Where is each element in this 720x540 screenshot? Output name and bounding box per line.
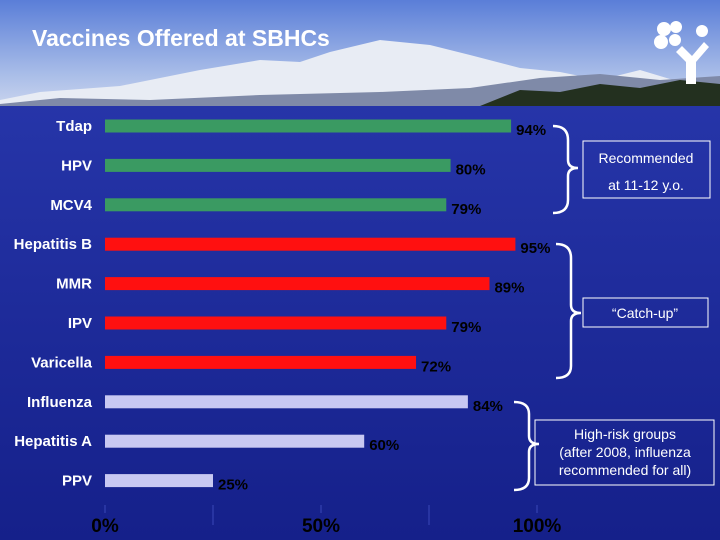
- group-label: High-risk groups: [574, 426, 676, 442]
- trees: [480, 80, 720, 106]
- x-tick-label: 100%: [513, 516, 562, 537]
- bar: [105, 237, 516, 251]
- bar: [105, 434, 365, 448]
- logo: [654, 21, 709, 84]
- value-label: 79%: [451, 319, 481, 336]
- category-label: HPV: [61, 157, 92, 174]
- value-label: 95%: [520, 240, 550, 257]
- value-label: 79%: [451, 201, 481, 218]
- x-tick-label: 50%: [302, 516, 340, 537]
- value-label: 80%: [456, 161, 486, 178]
- group-label: at 11-12 y.o.: [608, 177, 684, 193]
- category-label: Tdap: [56, 118, 92, 135]
- group-label: recommended for all): [559, 462, 691, 478]
- group-label: “Catch-up”: [612, 305, 678, 321]
- group-label: (after 2008, influenza: [559, 444, 691, 460]
- bar: [105, 277, 490, 291]
- category-label: Varicella: [31, 354, 93, 371]
- category-label: Influenza: [27, 394, 93, 411]
- group-label: Recommended: [599, 150, 694, 166]
- category-label: Hepatitis B: [14, 236, 93, 253]
- value-label: 72%: [421, 358, 451, 375]
- bar: [105, 474, 213, 488]
- bar: [105, 158, 451, 172]
- bar: [105, 198, 447, 212]
- value-label: 60%: [369, 437, 399, 454]
- bar: [105, 395, 468, 409]
- group-boxes: [534, 140, 715, 486]
- value-label: 89%: [494, 280, 524, 297]
- category-label: IPV: [68, 315, 92, 332]
- bar: [105, 316, 447, 330]
- chart-title: Vaccines Offered at SBHCs: [32, 25, 330, 51]
- category-label: MMR: [56, 276, 92, 293]
- value-label: 94%: [516, 122, 546, 139]
- bar: [105, 355, 417, 369]
- value-label: 84%: [473, 398, 503, 415]
- category-label: PPV: [62, 473, 92, 490]
- brackets: [513, 124, 582, 492]
- x-tick-label: 0%: [91, 516, 119, 537]
- category-label: MCV4: [50, 197, 92, 214]
- value-label: 25%: [218, 477, 248, 494]
- category-label: Hepatitis A: [14, 433, 92, 450]
- bar: [105, 119, 512, 133]
